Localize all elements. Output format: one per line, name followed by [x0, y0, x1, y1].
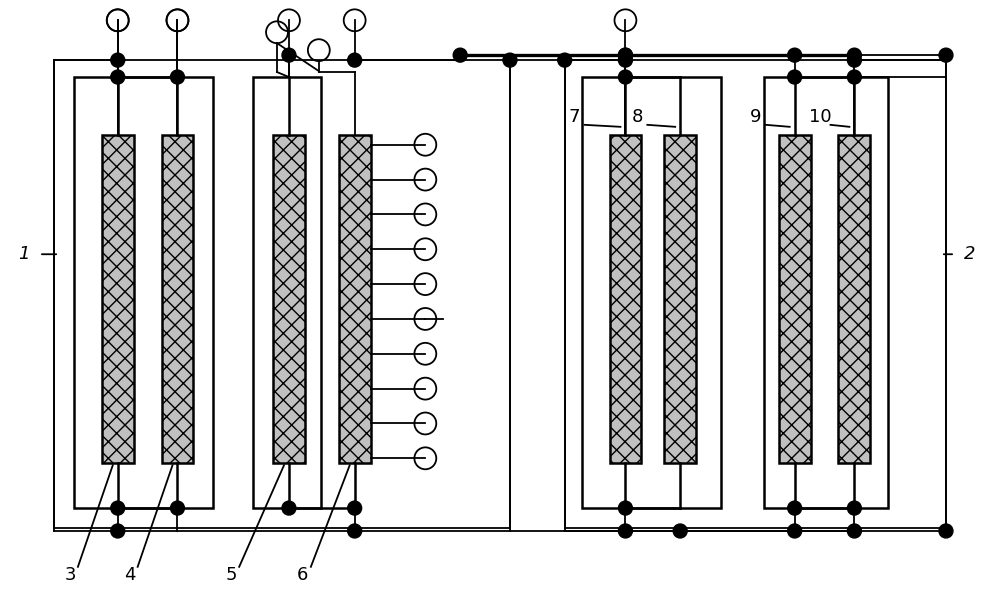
Bar — [565, 60, 946, 528]
Circle shape — [618, 524, 632, 538]
Circle shape — [673, 524, 687, 538]
Text: 1: 1 — [18, 245, 30, 263]
Text: 4: 4 — [124, 565, 135, 584]
Circle shape — [847, 501, 861, 515]
Circle shape — [939, 524, 953, 538]
Circle shape — [558, 53, 572, 67]
Bar — [838, 135, 870, 464]
Circle shape — [788, 501, 802, 515]
Text: 6: 6 — [297, 565, 309, 584]
Circle shape — [847, 524, 861, 538]
Circle shape — [111, 70, 125, 84]
Circle shape — [618, 70, 632, 84]
Bar — [582, 77, 721, 508]
Bar — [664, 135, 696, 464]
Bar — [253, 77, 321, 508]
Circle shape — [111, 53, 125, 67]
Circle shape — [788, 70, 802, 84]
Text: 10: 10 — [809, 108, 832, 126]
Circle shape — [348, 524, 362, 538]
Circle shape — [111, 524, 125, 538]
Text: 3: 3 — [64, 565, 76, 584]
Circle shape — [170, 70, 184, 84]
Circle shape — [788, 48, 802, 62]
Circle shape — [618, 48, 632, 62]
Circle shape — [503, 53, 517, 67]
Circle shape — [282, 48, 296, 62]
Circle shape — [170, 501, 184, 515]
Bar — [764, 77, 888, 508]
Text: 5: 5 — [225, 565, 237, 584]
Circle shape — [618, 53, 632, 67]
Circle shape — [847, 53, 861, 67]
Circle shape — [939, 48, 953, 62]
Bar — [339, 135, 371, 464]
Bar — [54, 60, 510, 528]
Text: 2: 2 — [964, 245, 976, 263]
Circle shape — [282, 501, 296, 515]
Bar — [610, 135, 641, 464]
Circle shape — [348, 53, 362, 67]
Text: 8: 8 — [632, 108, 643, 126]
Bar — [273, 135, 305, 464]
Circle shape — [618, 48, 632, 62]
Text: 9: 9 — [750, 108, 762, 126]
Circle shape — [788, 524, 802, 538]
Bar — [74, 77, 213, 508]
Circle shape — [847, 48, 861, 62]
Circle shape — [618, 501, 632, 515]
Circle shape — [348, 501, 362, 515]
Bar — [779, 135, 811, 464]
Circle shape — [847, 70, 861, 84]
Circle shape — [453, 48, 467, 62]
Text: 7: 7 — [569, 108, 580, 126]
Bar — [102, 135, 134, 464]
Circle shape — [111, 501, 125, 515]
Bar — [162, 135, 193, 464]
